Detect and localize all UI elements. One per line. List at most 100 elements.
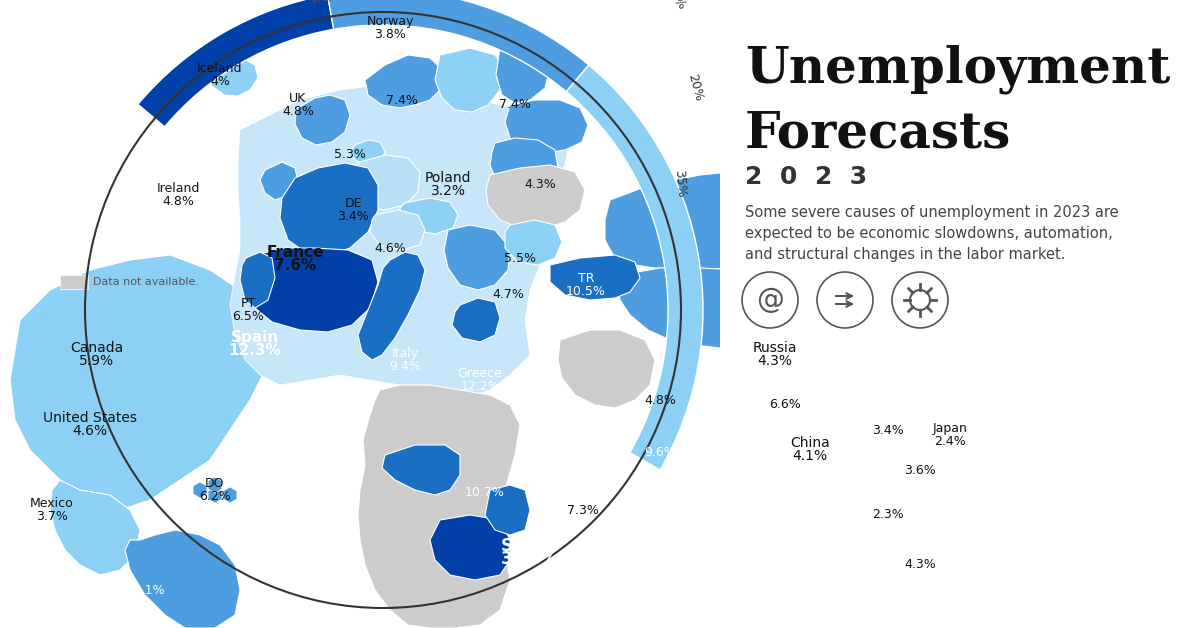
Polygon shape — [505, 220, 562, 265]
Polygon shape — [490, 138, 558, 192]
Text: Russia: Russia — [752, 341, 797, 355]
Text: Iceland: Iceland — [197, 62, 242, 75]
Polygon shape — [618, 268, 766, 348]
Text: 5.9%: 5.9% — [79, 354, 114, 368]
Polygon shape — [444, 225, 510, 290]
Text: 5.5%: 5.5% — [504, 251, 536, 264]
Text: 11.1%: 11.1% — [125, 583, 164, 597]
Text: 3.7%: 3.7% — [36, 510, 68, 523]
Text: 7.4%: 7.4% — [386, 94, 418, 107]
Polygon shape — [240, 252, 275, 308]
Text: 4%: 4% — [210, 75, 230, 88]
Text: 4.1%: 4.1% — [792, 449, 828, 463]
Text: PT: PT — [240, 297, 256, 310]
Text: 4.8%: 4.8% — [282, 105, 314, 118]
Text: 2.4%: 2.4% — [934, 435, 966, 448]
Polygon shape — [895, 380, 950, 425]
Polygon shape — [430, 515, 510, 580]
Polygon shape — [50, 480, 140, 575]
Text: 4.3%: 4.3% — [524, 178, 556, 192]
Text: Canada: Canada — [71, 341, 124, 355]
Text: Japan: Japan — [932, 422, 967, 435]
Text: 3.4%: 3.4% — [872, 423, 904, 436]
Text: 35%: 35% — [672, 169, 688, 198]
Polygon shape — [125, 530, 240, 628]
Polygon shape — [208, 487, 222, 503]
Text: Greece: Greece — [457, 367, 503, 380]
Text: France: France — [266, 245, 324, 260]
Text: 12.3%: 12.3% — [229, 343, 281, 358]
Polygon shape — [370, 210, 425, 250]
Text: 30.6%: 30.6% — [502, 550, 559, 568]
Text: 4.7%: 4.7% — [492, 288, 524, 301]
Bar — [60, 275, 88, 289]
Text: Spain: Spain — [230, 330, 280, 345]
Polygon shape — [230, 85, 570, 400]
Polygon shape — [193, 482, 206, 498]
Text: 3.6%: 3.6% — [904, 463, 936, 477]
Polygon shape — [382, 445, 460, 495]
Text: 4.8%: 4.8% — [162, 195, 194, 208]
Polygon shape — [295, 95, 350, 145]
Text: 4.8%: 4.8% — [644, 394, 676, 406]
Text: 9.6%: 9.6% — [644, 447, 676, 460]
Polygon shape — [605, 168, 980, 280]
Polygon shape — [223, 487, 236, 503]
Text: @: @ — [756, 286, 784, 314]
Text: 4.3%: 4.3% — [904, 558, 936, 571]
Polygon shape — [358, 385, 520, 628]
Bar — [720, 0, 1200, 628]
Polygon shape — [436, 48, 505, 112]
Polygon shape — [949, 438, 971, 462]
Polygon shape — [10, 255, 270, 510]
Text: 12.2%: 12.2% — [460, 380, 500, 393]
Polygon shape — [862, 480, 974, 575]
Text: 10.7%: 10.7% — [466, 485, 505, 499]
Text: 7.4%: 7.4% — [499, 99, 530, 112]
Text: China: China — [790, 436, 830, 450]
Text: Unemployment: Unemployment — [745, 45, 1170, 94]
Text: 6.2%: 6.2% — [199, 490, 230, 503]
Text: 3.8%: 3.8% — [374, 28, 406, 41]
Polygon shape — [780, 270, 946, 380]
Text: Forecasts: Forecasts — [745, 110, 1012, 159]
Polygon shape — [745, 345, 845, 450]
Polygon shape — [938, 340, 965, 368]
Polygon shape — [505, 100, 588, 153]
Text: DO: DO — [205, 477, 224, 490]
Text: United States: United States — [43, 411, 137, 425]
Text: Ireland: Ireland — [156, 182, 199, 195]
Text: UK: UK — [289, 92, 307, 105]
Polygon shape — [485, 485, 530, 535]
Text: 20%: 20% — [685, 73, 704, 103]
Text: 6.6%: 6.6% — [769, 399, 800, 411]
Text: Some severe causes of unemployment in 2023 are
expected to be economic slowdowns: Some severe causes of unemployment in 20… — [745, 205, 1118, 262]
Polygon shape — [924, 442, 955, 478]
Text: 3.4%: 3.4% — [337, 210, 368, 223]
Text: Data not available.: Data not available. — [94, 277, 199, 287]
Polygon shape — [208, 477, 222, 493]
Text: 4.6%: 4.6% — [374, 242, 406, 254]
Text: 9.6%: 9.6% — [581, 448, 613, 462]
Text: Poland: Poland — [425, 171, 472, 185]
Text: 4.3%: 4.3% — [757, 354, 792, 368]
Text: Sudan: Sudan — [500, 537, 559, 555]
Polygon shape — [350, 140, 385, 165]
Polygon shape — [558, 330, 655, 408]
Text: 9.4%: 9.4% — [389, 360, 421, 373]
Polygon shape — [280, 163, 378, 255]
Text: 2.3%: 2.3% — [872, 509, 904, 521]
Text: 7.6%: 7.6% — [274, 258, 316, 273]
Polygon shape — [358, 252, 425, 360]
Polygon shape — [550, 255, 640, 300]
Polygon shape — [206, 58, 258, 96]
Text: Projected...: Projected... — [310, 0, 373, 7]
Text: 4.6%: 4.6% — [72, 424, 108, 438]
Text: 5.3%: 5.3% — [334, 148, 366, 161]
Text: 2  0  2  3: 2 0 2 3 — [745, 165, 868, 189]
Polygon shape — [907, 460, 932, 490]
Text: TR: TR — [577, 272, 594, 285]
Wedge shape — [566, 65, 703, 470]
Polygon shape — [955, 305, 985, 342]
Polygon shape — [400, 198, 458, 234]
